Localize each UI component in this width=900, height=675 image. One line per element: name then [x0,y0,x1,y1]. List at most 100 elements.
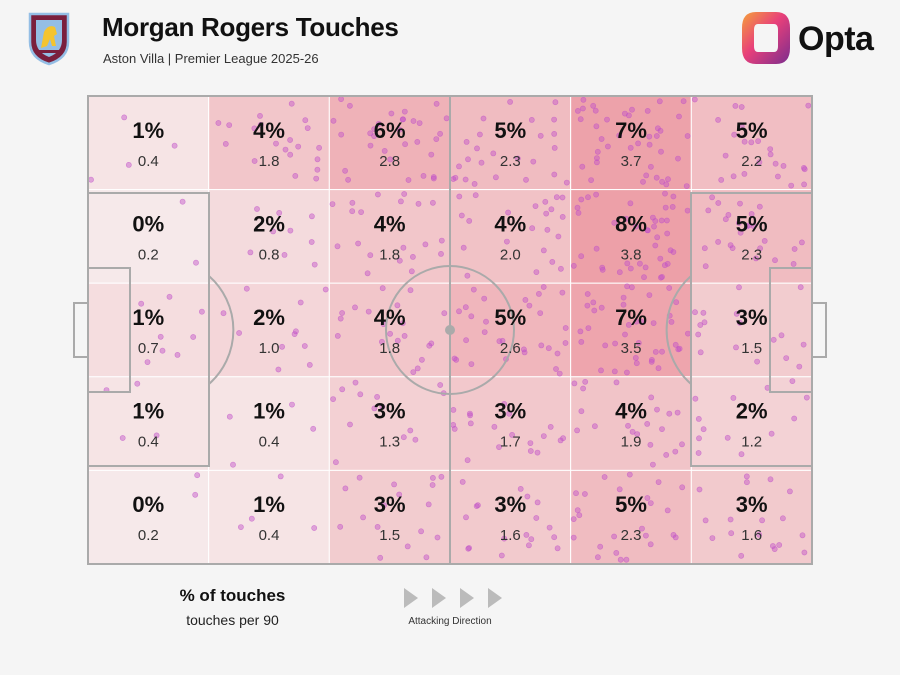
touch-dot [121,114,128,121]
touch-dot [676,113,682,120]
touch-dot [379,285,386,292]
touch-dot [754,358,760,365]
direction-arrow-icon [404,588,418,608]
touch-dot [438,237,445,244]
heat-cell-r2-c5 [690,282,813,378]
touch-dot [410,118,417,124]
touch-dot [655,365,662,372]
right-penalty-arc [665,275,692,385]
touch-dot [592,107,599,114]
touch-dot [578,196,585,203]
cell-percent-label: 4% [253,118,285,143]
touch-dot [358,209,364,215]
heat-cell-r0-c3 [449,95,572,191]
cell-per90-label: 1.6 [500,527,521,544]
touch-dot [314,156,321,163]
touch-dot [601,474,608,480]
touch-dot [770,543,776,549]
cell-percent-label: 3% [736,305,768,330]
touch-dot [692,309,698,316]
touch-dot [715,117,721,123]
touch-dot [430,174,437,180]
cell-percent-label: 5% [494,305,526,330]
cell-percent-label: 1% [132,399,164,424]
touch-dot [658,217,665,224]
touch-dot [737,319,743,326]
touch-dot [722,216,729,223]
touch-dot [437,382,444,388]
touch-dot [646,133,653,140]
touch-dot [193,259,199,266]
touch-dot [633,360,640,367]
touch-dot [338,131,345,138]
touch-dot [647,541,654,548]
touch-dot [533,515,540,521]
touch-dot [805,102,812,109]
touch-dot [771,546,778,552]
touch-dot [801,549,808,556]
touch-dot [529,225,536,232]
touch-dot [437,130,443,137]
touch-dot [725,211,732,218]
touch-dot [526,302,533,309]
touch-dot [737,229,744,236]
touch-dot [580,385,586,392]
touch-dot [573,490,579,497]
left-penalty-arc [208,275,235,385]
touch-dot [295,143,302,150]
touch-dot [695,450,702,456]
touch-dot [179,198,186,205]
touch-dot [438,473,445,480]
touch-dot [322,286,329,293]
heat-cell-r4-c3 [449,469,572,565]
touch-dot [666,285,673,291]
touch-dot [649,356,655,363]
touch-dot [648,394,655,401]
touch-dot [349,199,356,206]
touch-dot [507,99,513,105]
touch-dot [534,499,541,506]
touch-dot [622,110,628,117]
touch-dot [791,246,798,252]
touch-dot [673,299,680,306]
touch-dot [396,126,403,133]
touch-dot [641,274,647,281]
touch-dot [767,151,774,158]
touch-dot [451,355,458,362]
touch-dot [611,533,617,540]
touch-dot [646,292,653,298]
touch-dot [367,142,374,149]
touch-dot [430,175,437,182]
touch-dot [194,472,201,479]
cell-per90-label: 2.8 [379,153,400,170]
direction-arrow-icon [488,588,502,608]
touch-dot [456,308,462,315]
touch-dot [655,479,662,485]
right-goal [811,302,827,358]
touch-dot [730,394,737,401]
opta-wordmark: Opta [798,20,874,58]
touch-dot [695,415,702,422]
cell-percent-label: 5% [494,118,526,143]
touch-dot [527,448,534,454]
touch-dot [553,366,559,372]
touch-dot [658,148,664,155]
touch-dot [125,161,132,168]
touch-dot [346,102,353,109]
touch-dot [736,220,742,226]
touch-dot [801,164,807,171]
touch-dot [423,554,430,561]
touch-dot [236,330,242,336]
touch-dot [537,132,544,139]
touch-dot [727,516,734,523]
touch-dot [540,247,547,254]
touch-dot [743,473,750,480]
cell-percent-label: 3% [494,492,526,517]
touch-dot [624,369,630,376]
touch-dot [292,328,299,335]
cell-percent-label: 0% [132,492,164,517]
touch-dot [401,191,408,197]
touch-dot [570,262,577,269]
touch-dot [408,268,415,275]
touch-dot [434,534,441,541]
